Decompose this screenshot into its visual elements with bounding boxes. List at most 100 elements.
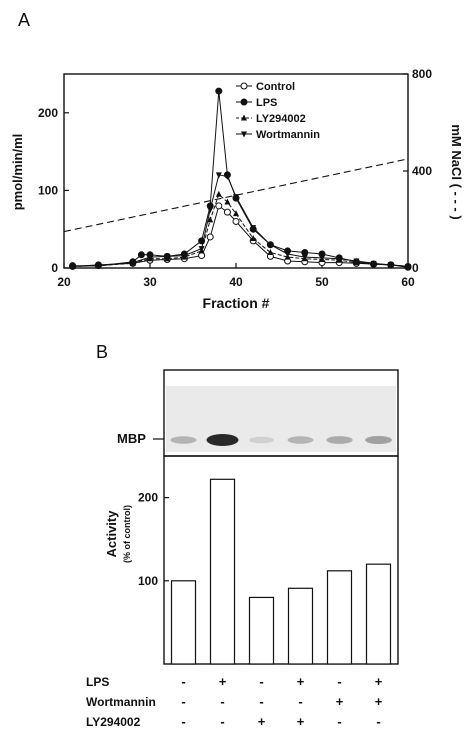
point-wortmannin <box>129 260 136 267</box>
point-wortmannin <box>215 172 222 179</box>
point-wortmannin <box>387 262 394 269</box>
condition-sign: - <box>181 674 185 689</box>
point-control <box>198 252 206 260</box>
bar <box>170 580 197 665</box>
point-wortmannin <box>301 254 308 261</box>
condition-sign: - <box>337 674 341 689</box>
legend-marker-ly294002 <box>241 114 247 121</box>
bar <box>326 570 353 665</box>
condition-sign: + <box>258 714 266 729</box>
blot-band <box>170 436 197 444</box>
condition-sign: + <box>375 694 383 709</box>
plot-frame-a <box>63 73 409 269</box>
point-wortmannin <box>319 255 325 262</box>
x-tick-label: 30 <box>143 275 157 289</box>
point-ly294002 <box>267 248 274 255</box>
point-control <box>206 233 214 241</box>
bar-y-axis-sublabel: (% of control) <box>122 505 132 563</box>
condition-sign: + <box>297 714 305 729</box>
series-line-lps <box>72 91 409 267</box>
y2-axis-label: mM NaCl ( - - - ) <box>449 124 464 219</box>
point-wortmannin <box>181 253 188 260</box>
blot-band <box>249 436 274 444</box>
bar <box>287 587 314 665</box>
legend-label-control: Control <box>256 81 295 93</box>
condition-sign: + <box>336 694 344 709</box>
condition-sign: + <box>297 674 305 689</box>
point-lps <box>137 251 145 259</box>
point-wortmannin <box>284 251 291 258</box>
legend-marker-lps <box>240 98 248 106</box>
y2-tick-label: 800 <box>412 67 432 81</box>
bar <box>209 478 236 665</box>
point-wortmannin <box>405 263 411 270</box>
condition-sign: - <box>376 714 380 729</box>
panel-a-label: A <box>18 10 30 30</box>
y2-tick-label: 400 <box>412 164 432 178</box>
legend-label-wortmannin: Wortmannin <box>256 129 320 141</box>
bar-y-tick-label: 100 <box>138 574 158 588</box>
y2-tick-label: 0 <box>412 261 419 275</box>
point-ly294002 <box>224 198 231 205</box>
point-wortmannin <box>336 256 343 263</box>
point-wortmannin <box>198 246 205 253</box>
blot-band <box>206 434 239 446</box>
condition-sign: - <box>220 694 224 709</box>
point-wortmannin <box>147 254 153 261</box>
point-wortmannin <box>267 242 274 249</box>
condition-sign: - <box>259 694 263 709</box>
bar-y-axis-label: Activity <box>104 510 119 558</box>
condition-label: Wortmannin <box>86 695 156 709</box>
condition-sign: - <box>181 694 185 709</box>
blot-background <box>166 386 396 452</box>
legend-marker-wortmannin <box>241 131 247 138</box>
point-wortmannin <box>69 263 76 270</box>
x-axis-label: Fraction # <box>203 295 270 311</box>
y-tick-label: 0 <box>51 261 58 275</box>
blot-bands <box>170 434 392 446</box>
point-ly294002 <box>215 190 222 197</box>
legend-label-lps: LPS <box>256 97 277 109</box>
blot-band <box>365 435 392 445</box>
condition-sign: - <box>181 714 185 729</box>
x-tick-label: 20 <box>57 275 71 289</box>
condition-sign: - <box>298 694 302 709</box>
point-wortmannin <box>95 263 102 270</box>
x-tick-label: 60 <box>401 275 415 289</box>
point-wortmannin <box>207 207 214 214</box>
point-wortmannin <box>233 194 239 201</box>
series-line-control <box>72 205 409 268</box>
y-tick-label: 200 <box>38 106 58 120</box>
legend-marker-control <box>240 82 248 90</box>
panel-b-label: B <box>96 342 108 362</box>
blot-label: MBP <box>117 431 146 446</box>
condition-sign: - <box>337 714 341 729</box>
point-wortmannin <box>250 225 257 232</box>
bar <box>365 563 392 665</box>
point-ly294002 <box>250 235 257 242</box>
blot-band <box>326 436 353 444</box>
point-wortmannin <box>224 173 231 180</box>
point-wortmannin <box>164 253 171 260</box>
bar <box>248 596 275 665</box>
point-ly294002 <box>207 216 214 223</box>
point-wortmannin <box>370 260 377 267</box>
condition-label: LY294002 <box>86 715 141 729</box>
blot-band <box>287 436 314 444</box>
point-control <box>232 217 240 225</box>
bar-y-tick-label: 200 <box>138 491 158 505</box>
legend: Control LPS LY294002 Wortmannin <box>236 81 320 141</box>
y-tick-label: 100 <box>38 183 58 197</box>
point-lps <box>301 248 309 256</box>
point-ly294002 <box>233 210 239 217</box>
legend-label-ly294002: LY294002 <box>256 113 306 125</box>
condition-sign: - <box>259 674 263 689</box>
point-lps <box>215 87 223 95</box>
bar-plot-frame <box>163 455 399 665</box>
condition-label: LPS <box>86 675 109 689</box>
point-control <box>215 202 223 210</box>
condition-sign: + <box>219 674 227 689</box>
series-line-nacl-gradient <box>63 158 409 233</box>
